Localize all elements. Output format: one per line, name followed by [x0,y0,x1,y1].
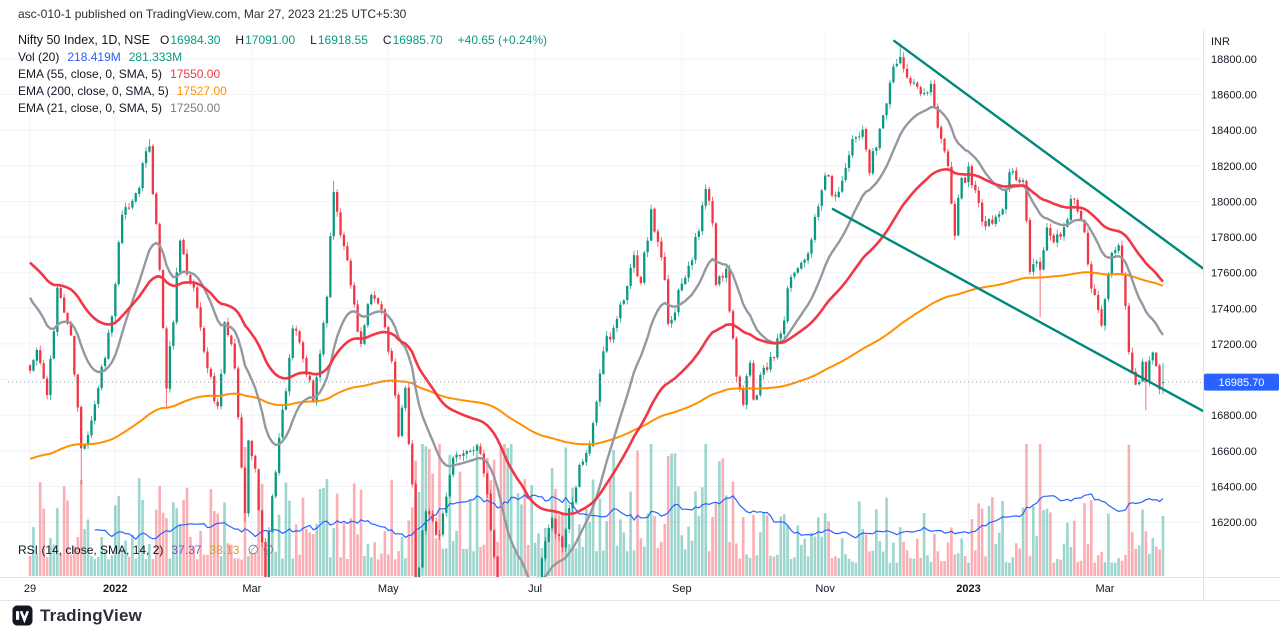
ema21-value: 17250.00 [170,100,221,115]
currency-label: INR [1211,36,1230,48]
rsi-value: 37.37 [171,542,202,557]
low-value: 16918.55 [317,32,368,47]
candles [28,43,1165,577]
high-label: H [235,32,245,47]
close-pair: C16985.70 [383,33,451,47]
open-value: 16984.30 [170,32,221,47]
ema55-legend-row[interactable]: EMA (55, close, 0, SMA, 5) 17550.00 [18,65,555,82]
high-pair: H17091.00 [235,33,303,47]
price-axis-label: 17200.00 [1211,339,1257,351]
tradingview-branding[interactable]: TradingView [12,605,142,626]
time-axis-label: Mar [242,583,261,595]
volume-indicator-label: Vol (20) [18,49,60,64]
overlay-lines [28,105,1164,577]
time-axis-label: Mar [1096,583,1115,595]
change-value: +40.65 (+0.24%) [457,32,548,47]
price-axis-label: 17400.00 [1211,303,1257,315]
ema55-line [29,168,1164,516]
volume-legend-row[interactable]: Vol (20) 218.419M 281.333M [18,48,555,65]
low-pair: L16918.55 [310,33,376,47]
high-value: 17091.00 [245,32,296,47]
hidden-plot-icon: ∅ [262,541,275,557]
price-axis-label: 18400.00 [1211,125,1257,137]
price-axis-label: 18000.00 [1211,196,1257,208]
last-price-badge [1204,373,1279,391]
price-axis-label: 17800.00 [1211,232,1257,244]
time-axis-label: 2023 [956,583,980,595]
time-axis-label: Nov [815,583,835,595]
price-axis-label: 18200.00 [1211,161,1257,173]
rsi-legend-row[interactable]: RSI (14, close, SMA, 14, 2) 37.37 38.13 … [18,541,278,558]
time-axis-label: 29 [24,583,36,595]
open-pair: O16984.30 [160,33,228,47]
price-axis-label: 16400.00 [1211,481,1257,493]
time-axis-label: Jul [528,583,542,595]
rsi-label: RSI (14, close, SMA, 14, 2) [18,542,164,557]
ema55-value: 17550.00 [170,66,221,81]
ema200-line [29,271,1164,460]
price-axis-label: 16600.00 [1211,446,1257,458]
publish-info: asc-010-1 published on TradingView.com, … [18,7,407,21]
ema200-legend-row[interactable]: EMA (200, close, 0, SMA, 5) 17527.00 [18,82,555,99]
close-label: C [382,32,392,47]
ema200-label: EMA (200, close, 0, SMA, 5) [18,83,169,98]
low-label: L [310,32,317,47]
ema21-legend-row[interactable]: EMA (21, close, 0, SMA, 5) 17250.00 [18,99,555,116]
price-axis-label: 16200.00 [1211,517,1257,529]
price-axis-label: 17600.00 [1211,268,1257,280]
trend-channel[interactable] [831,39,1204,413]
symbol-legend-row[interactable]: Nifty 50 Index, 1D, NSE O16984.30 H17091… [18,31,555,48]
price-axis[interactable]: INR 18800.00 18600.00 18400.00 18200.00 18000… [1204,36,1279,529]
time-axis-label: May [378,583,399,595]
last-price-value: 16985.70 [1219,377,1265,389]
price-axis-label: 18800.00 [1211,54,1257,66]
open-label: O [160,32,170,47]
tradingview-wordmark: TradingView [40,605,143,625]
time-axis[interactable]: 29 2022 Mar May Jul Sep Nov 2023 Mar [24,583,1115,595]
ema21-label: EMA (21, close, 0, SMA, 5) [18,100,163,115]
time-axis-label: 2022 [103,583,127,595]
tradingview-logo-icon [12,605,33,626]
price-axis-label: 16800.00 [1211,410,1257,422]
grid-lines [0,30,1203,577]
volume-ma-value: 281.333M [128,49,183,64]
ema200-value: 17527.00 [176,83,227,98]
ema55-label: EMA (55, close, 0, SMA, 5) [18,66,163,81]
close-value: 16985.70 [392,32,443,47]
price-axis-label: 18600.00 [1211,90,1257,102]
rsi-ma-value: 38.13 [209,542,240,557]
hidden-plot-icon: ∅ [247,541,259,557]
volume-value: 218.419M [67,49,121,64]
time-axis-label: Sep [672,583,692,595]
symbol-title: Nifty 50 Index, 1D, NSE [18,32,151,47]
legend-panel: Nifty 50 Index, 1D, NSE O16984.30 H17091… [18,31,555,116]
